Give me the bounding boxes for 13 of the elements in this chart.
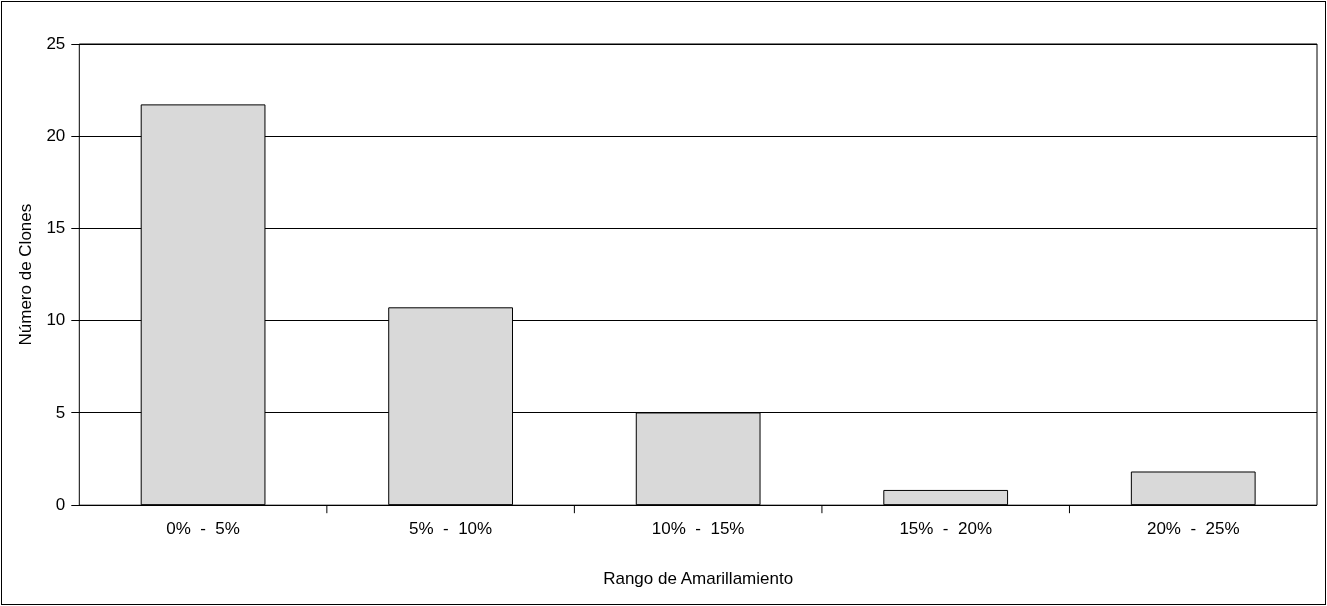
x-tick-label: 20% - 25% [1146,519,1240,539]
y-tick-label: 10 [46,310,66,330]
x-axis-title: Rango de Amarillamiento [603,569,794,589]
x-tick-label: 5% - 10% [409,519,493,539]
y-tick-label: 25 [46,33,66,53]
y-tick-label: 15 [46,218,66,238]
y-tick-label: 20 [46,125,66,145]
y-axis-title: Número de Clones [15,203,35,346]
y-tick-label: 5 [55,402,66,422]
x-tick-label: 0% - 5% [166,519,240,539]
x-tick-label: 15% - 20% [899,519,992,539]
x-tick-label: 10% - 15% [651,519,745,539]
y-tick-label: 0 [55,494,66,514]
